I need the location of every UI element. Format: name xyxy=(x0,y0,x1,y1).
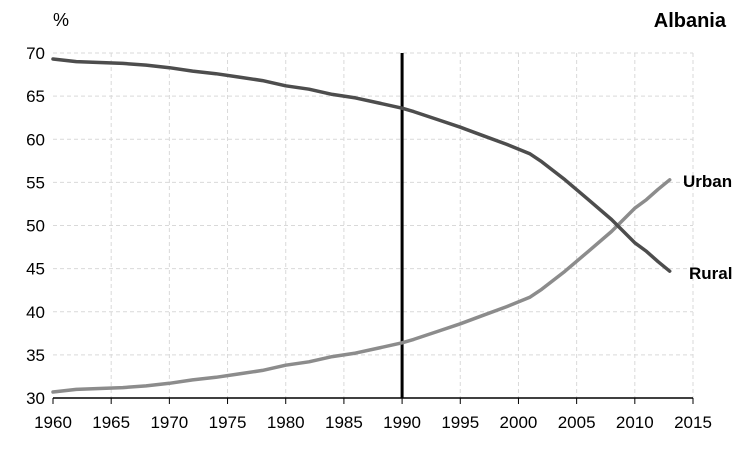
grid xyxy=(53,52,694,398)
x-tick-label-1960: 1960 xyxy=(34,413,72,432)
y-tick-label-55: 55 xyxy=(26,173,45,192)
series-label-urban: Urban xyxy=(683,172,732,191)
y-axis-ticks: 30 35 40 45 50 55 60 65 70 xyxy=(26,44,45,408)
y-tick-label-65: 65 xyxy=(26,87,45,106)
x-tick-label-1975: 1975 xyxy=(209,413,247,432)
y-tick-label-35: 35 xyxy=(26,346,45,365)
x-tick-label-2010: 2010 xyxy=(616,413,654,432)
series-line-rural xyxy=(51,57,672,273)
x-tick-label-1965: 1965 xyxy=(92,413,130,432)
x-tick-label-2005: 2005 xyxy=(558,413,596,432)
y-tick-label-70: 70 xyxy=(26,44,45,63)
y-tick-label-50: 50 xyxy=(26,217,45,236)
x-tick-label-1970: 1970 xyxy=(150,413,188,432)
chart-title: Albania xyxy=(654,10,727,32)
series-label-rural: Rural xyxy=(689,264,732,283)
x-tick-label-1985: 1985 xyxy=(325,413,363,432)
x-tick-label-1995: 1995 xyxy=(441,413,479,432)
y-tick-label-45: 45 xyxy=(26,260,45,279)
y-axis-unit: % xyxy=(53,10,69,30)
y-tick-label-60: 60 xyxy=(26,130,45,149)
x-tick-label-1990: 1990 xyxy=(383,413,421,432)
series xyxy=(51,57,672,394)
x-axis-ticks: 1960 1965 1970 1975 1980 1985 1990 1995 2000 2005… xyxy=(34,398,712,432)
x-tick-label-2015: 2015 xyxy=(674,413,712,432)
x-tick-label-2000: 2000 xyxy=(500,413,538,432)
y-tick-label-30: 30 xyxy=(26,389,45,408)
x-tick-label-1980: 1980 xyxy=(267,413,305,432)
y-tick-label-40: 40 xyxy=(26,303,45,322)
series-line-urban xyxy=(51,178,672,394)
